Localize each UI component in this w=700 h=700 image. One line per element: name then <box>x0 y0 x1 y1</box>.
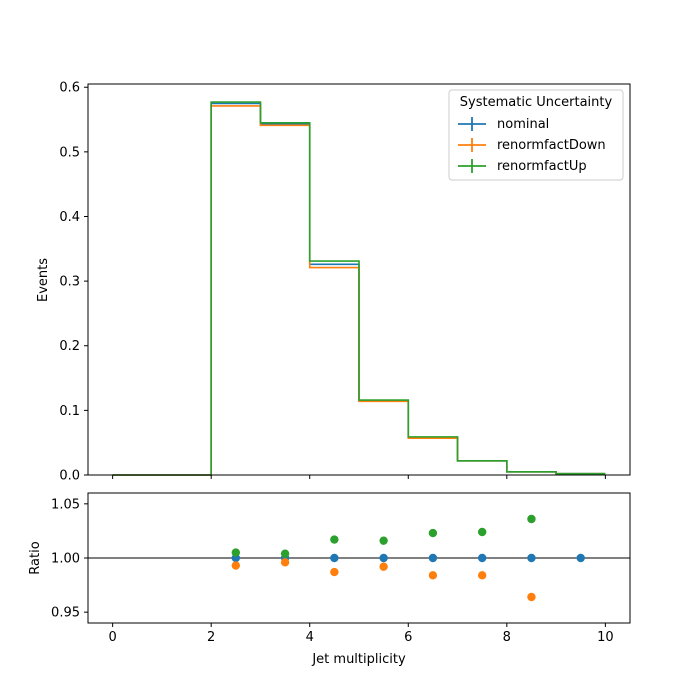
histogram-series-group <box>112 101 606 476</box>
main-histogram-panel: 0.0 0.1 0.2 0.3 0.4 0.5 0.6 Events Systematic … <box>36 81 631 484</box>
x-tick-label: 4 <box>306 630 314 645</box>
legend-item-renormfactup: renormfactUp <box>458 159 587 174</box>
legend-item-renormfactdown: renormfactDown <box>458 138 606 153</box>
legend-item-nominal: nominal <box>458 117 549 132</box>
ratio-point-renormfactdown <box>330 567 339 577</box>
ratio-point-nominal <box>428 553 438 563</box>
ratio-point-nominal <box>527 553 536 563</box>
main-y-tick-label: 0.2 <box>59 339 80 354</box>
ratio-point-renormfactdown <box>280 558 290 567</box>
main-y-ticks: 0.0 0.1 0.2 0.3 0.4 0.5 0.6 <box>59 81 88 484</box>
ratio-point-nominal <box>330 553 339 563</box>
main-x-ticks <box>112 475 606 479</box>
ratio-y-ticks: 0.95 1.00 1.05 <box>51 497 88 621</box>
x-tick-label: 0 <box>108 630 116 645</box>
legend-box <box>448 89 624 181</box>
ratio-point-nominal <box>477 553 487 563</box>
ratio-point-nominal <box>576 553 585 563</box>
histogram-step-renormfactup <box>112 101 606 476</box>
legend-label-renormfactup: renormfactUp <box>497 159 587 174</box>
ratio-series-group <box>231 514 585 602</box>
main-y-tick-label: 0.5 <box>59 145 80 160</box>
main-y-tick-label: 0.3 <box>59 275 80 290</box>
ratio-point-renormfactup <box>477 527 487 537</box>
legend-title: Systematic Uncertainty <box>460 95 613 110</box>
main-axes-frame <box>87 83 631 476</box>
main-y-tick-label: 0.4 <box>59 210 80 225</box>
ratio-point-renormfactdown <box>231 561 241 570</box>
ratio-point-renormfactdown <box>379 562 388 571</box>
ratio-point-renormfactdown <box>527 592 536 602</box>
ratio-y-tick-label: 0.95 <box>51 606 80 621</box>
x-tick-label: 10 <box>597 630 614 645</box>
ratio-y-axis-label: Ratio <box>28 541 43 574</box>
ratio-point-renormfactdown <box>428 571 438 580</box>
ratio-point-renormfactup <box>527 514 536 524</box>
ratio-point-renormfactup <box>330 535 339 544</box>
ratio-point-renormfactup <box>379 536 388 545</box>
main-y-tick-label: 0.6 <box>59 81 80 96</box>
main-y-tick-label: 0.0 <box>59 469 80 484</box>
ratio-point-renormfactdown <box>477 571 487 580</box>
ratio-point-nominal <box>379 553 388 563</box>
legend: Systematic Uncertainty nominal renormfac… <box>448 89 624 181</box>
legend-label-nominal: nominal <box>497 117 549 132</box>
ratio-y-tick-label: 1.00 <box>51 552 80 567</box>
x-axis-label: Jet multiplicity <box>311 652 406 667</box>
main-y-axis-label: Events <box>36 258 51 302</box>
ratio-panel: 0 2 4 6 8 10 0.95 1.00 1.05 Ratio Jet multiplic… <box>28 492 631 667</box>
x-tick-label: 8 <box>503 630 511 645</box>
main-y-tick-label: 0.1 <box>59 404 80 419</box>
ratio-x-ticks: 0 2 4 6 8 10 <box>108 623 614 645</box>
x-tick-label: 6 <box>404 630 412 645</box>
ratio-y-tick-label: 1.05 <box>51 497 80 512</box>
legend-label-renormfactdown: renormfactDown <box>497 138 606 153</box>
x-tick-label: 2 <box>207 630 215 645</box>
ratio-point-renormfactup <box>231 548 241 557</box>
ratio-point-renormfactup <box>280 549 290 558</box>
ratio-point-renormfactup <box>428 528 438 538</box>
